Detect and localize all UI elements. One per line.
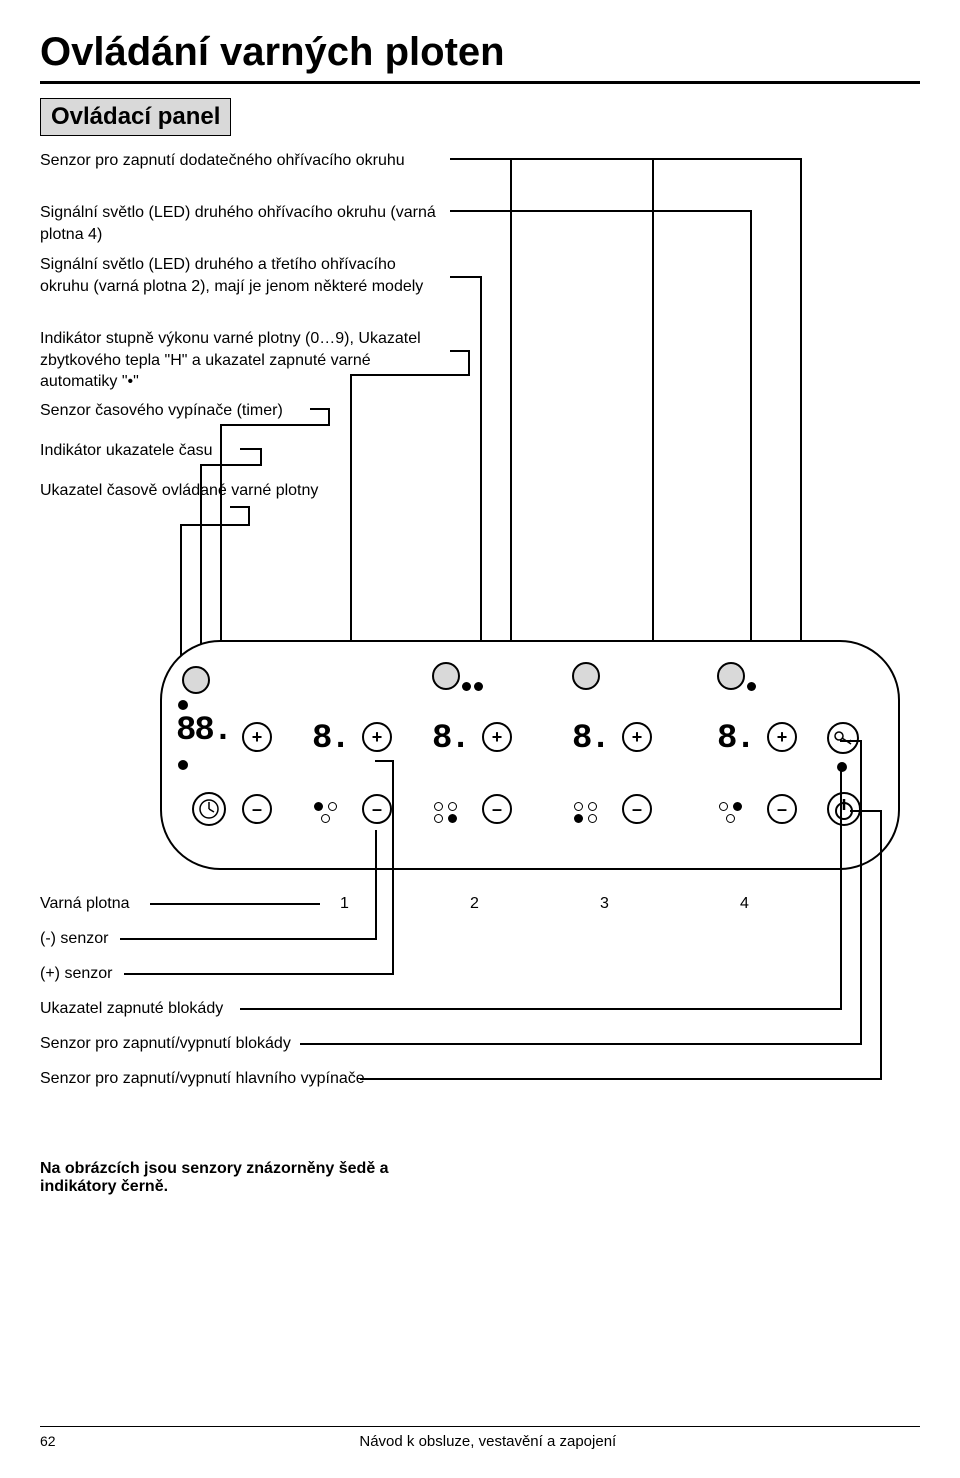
zone2-extra-sensor[interactable] (432, 662, 460, 690)
control-panel: 88. + – 8. + – 8. + – 8. + – (160, 640, 900, 870)
zone2-cfg-dot2 (448, 802, 457, 811)
timer-button[interactable] (192, 792, 226, 826)
subtitle: Ovládací panel (40, 98, 231, 136)
label-power-sensor: Senzor pro zapnutí/vypnutí hlavního vypí… (40, 1070, 365, 1088)
label-led-zone4: Signální světlo (LED) druhého ohřívacího… (40, 202, 440, 245)
timer-minus[interactable]: – (242, 794, 272, 824)
timer-plus[interactable]: + (242, 722, 272, 752)
diagram: Senzor pro zapnutí dodatečného ohřívacíh… (40, 150, 920, 1110)
zone3-plus[interactable]: + (622, 722, 652, 752)
label-minus-sensor: (-) senzor (40, 930, 108, 948)
label-lock-sensor: Senzor pro zapnutí/vypnutí blokády (40, 1035, 291, 1053)
footer-text: Návod k obsluze, vestavění a zapojení (40, 1433, 920, 1450)
zone1-plus[interactable]: + (362, 722, 392, 752)
zone-row: Varná plotna 1 2 3 4 (40, 895, 920, 913)
zone2-display: 8. (432, 720, 469, 758)
zone2-cfg-dot4 (448, 814, 457, 823)
zone2-cfg-dot1 (434, 802, 443, 811)
lock-indicator-dot (837, 762, 847, 772)
zone2-led-2 (462, 682, 471, 691)
key-icon (829, 724, 857, 752)
zone4-display: 8. (717, 720, 754, 758)
lock-button[interactable] (827, 722, 859, 754)
timer-display: 88. (176, 712, 231, 750)
zone2-led-3 (474, 682, 483, 691)
page-title: Ovládání varných ploten (40, 30, 920, 84)
label-plus-sensor: (+) senzor (40, 965, 112, 983)
zone4-minus[interactable]: – (767, 794, 797, 824)
zone1-minus[interactable]: – (362, 794, 392, 824)
timer-dot-lower (178, 760, 188, 770)
zone1-cfg-dot2 (328, 802, 337, 811)
caption-note: Na obrázcích jsou senzory znázorněny šed… (40, 1160, 460, 1196)
zone1-cfg-dot3 (321, 814, 330, 823)
zone-num-4: 4 (740, 895, 749, 913)
zone3-cfg-dot2 (588, 802, 597, 811)
timed-zone-indicator-dot (178, 700, 188, 710)
label-sensor-extra-circuit: Senzor pro zapnutí dodatečného ohřívacíh… (40, 150, 405, 172)
zone4-cfg-dot2 (733, 802, 742, 811)
zone4-led (747, 682, 756, 691)
timer-top-sensor[interactable] (182, 666, 210, 694)
zone1-cfg-dot1 (314, 802, 323, 811)
page-number: 62 (40, 1433, 56, 1449)
zone4-extra-sensor[interactable] (717, 662, 745, 690)
zone3-cfg-dot1 (574, 802, 583, 811)
zone3-display: 8. (572, 720, 609, 758)
zone4-plus[interactable]: + (767, 722, 797, 752)
zone-num-3: 3 (600, 895, 609, 913)
power-icon (829, 794, 859, 824)
zone-num-2: 2 (470, 895, 479, 913)
power-button[interactable] (827, 792, 861, 826)
zone3-minus[interactable]: – (622, 794, 652, 824)
zone2-cfg-dot3 (434, 814, 443, 823)
zone4-cfg-dot3 (726, 814, 735, 823)
zone2-plus[interactable]: + (482, 722, 512, 752)
zone3-cfg-dot3 (574, 814, 583, 823)
zone1-display: 8. (312, 720, 349, 758)
zone3-cfg-dot4 (588, 814, 597, 823)
clock-icon (194, 794, 224, 824)
zone-row-label: Varná plotna (40, 895, 130, 912)
label-timed-zone: Ukazatel časově ovládané varné plotny (40, 480, 318, 502)
zone2-minus[interactable]: – (482, 794, 512, 824)
zone4-cfg-dot1 (719, 802, 728, 811)
label-timer-sensor: Senzor časového vypínače (timer) (40, 400, 283, 422)
label-time-indicator: Indikátor ukazatele času (40, 440, 213, 462)
label-power-indicator: Indikátor stupně výkonu varné plotny (0…… (40, 328, 440, 393)
zone3-extra-sensor[interactable] (572, 662, 600, 690)
footer: 62 Návod k obsluze, vestavění a zapojení (40, 1426, 920, 1450)
label-led-zone2: Signální světlo (LED) druhého a třetího … (40, 254, 440, 297)
zone-num-1: 1 (340, 895, 349, 913)
label-lock-indicator: Ukazatel zapnuté blokády (40, 1000, 223, 1018)
